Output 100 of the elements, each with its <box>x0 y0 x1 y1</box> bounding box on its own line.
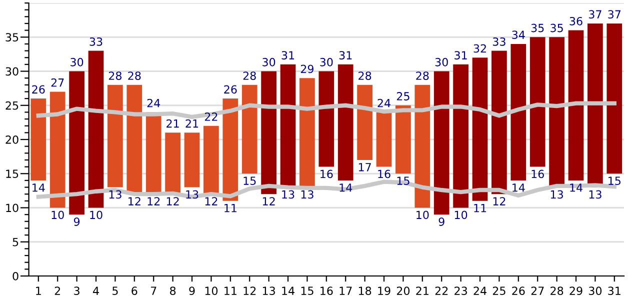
x-tick-label: 13 <box>262 286 275 296</box>
bar <box>357 84 372 160</box>
x-tick-label: 16 <box>320 286 333 296</box>
annotation: 26 <box>224 85 237 94</box>
annotation: 13 <box>109 190 122 199</box>
bar <box>530 37 546 167</box>
annotation: 10 <box>416 210 429 220</box>
x-tick-label: 28 <box>550 286 564 296</box>
x-tick-label: 6 <box>132 286 138 296</box>
annotation: 14 <box>570 184 582 192</box>
x-tick-label: 22 <box>435 286 448 295</box>
bar <box>184 132 200 188</box>
bar <box>222 98 238 201</box>
x-tick-label: 17 <box>340 286 352 295</box>
annotation: 28 <box>416 72 429 80</box>
y-tick-label: 10 <box>6 204 18 212</box>
annotation: 14 <box>512 184 525 192</box>
annotation: 22 <box>204 112 218 121</box>
annotation: 28 <box>358 72 372 80</box>
y-tick-label: 20 <box>6 135 18 144</box>
annotation: 10 <box>90 210 102 220</box>
annotation: 16 <box>378 170 390 178</box>
bar <box>510 44 526 180</box>
annotation: 34 <box>512 30 525 40</box>
bar <box>472 58 488 201</box>
annotation: 14 <box>340 184 352 192</box>
y-tick-label: 5 <box>12 238 18 246</box>
bar <box>242 84 258 174</box>
annotation: 36 <box>570 16 582 26</box>
x-tick-label: 1 <box>36 286 41 295</box>
annotation: 9 <box>74 218 80 226</box>
x-tick-label: 10 <box>205 286 218 296</box>
annotation: 9 <box>438 218 444 226</box>
annotation: 31 <box>454 51 467 60</box>
annotation: 11 <box>224 204 236 212</box>
x-tick-label: 4 <box>93 286 99 295</box>
annotation: 33 <box>492 37 506 46</box>
annotation: 12 <box>262 197 275 206</box>
bar <box>396 105 411 174</box>
x-tick-label: 29 <box>570 286 582 296</box>
x-tick-label: 7 <box>150 286 156 295</box>
annotation: 30 <box>262 58 276 66</box>
annotation: 24 <box>378 98 390 108</box>
y-tick-label: 15 <box>6 170 18 178</box>
annotation: 31 <box>339 51 352 60</box>
annotation: 11 <box>474 204 486 212</box>
bar <box>414 84 430 208</box>
bar <box>318 71 334 167</box>
bar <box>568 30 584 180</box>
bar <box>108 84 123 188</box>
x-tick-label: 5 <box>112 286 118 296</box>
bar <box>338 64 354 180</box>
x-tick-label: 12 <box>244 286 256 295</box>
annotation: 13 <box>186 190 198 199</box>
annotation: 10 <box>52 210 64 220</box>
annotation: 13 <box>301 190 314 199</box>
annotation: 35 <box>531 24 544 32</box>
x-tick-label: 24 <box>474 286 486 295</box>
y-tick-label: 30 <box>6 67 18 76</box>
x-tick-label: 18 <box>358 286 372 296</box>
annotation: 30 <box>435 58 448 66</box>
x-tick-label: 23 <box>454 286 467 296</box>
bar <box>376 112 392 167</box>
annotation: 26 <box>32 85 45 94</box>
annotation: 12 <box>493 197 506 206</box>
annotation: 30 <box>320 58 333 66</box>
annotation: 25 <box>396 92 410 100</box>
bar <box>88 50 104 208</box>
bar <box>606 23 622 174</box>
annotation: 30 <box>70 58 84 66</box>
annotation: 15 <box>608 176 620 186</box>
annotation: 12 <box>205 197 218 206</box>
annotation: 13 <box>550 190 563 199</box>
annotation: 37 <box>608 10 621 19</box>
bar <box>280 64 296 188</box>
annotation: 31 <box>282 51 294 60</box>
annotation: 29 <box>300 64 314 74</box>
x-tick-label: 25 <box>492 286 506 296</box>
bar <box>165 132 180 194</box>
annotation: 16 <box>532 170 544 178</box>
x-tick-label: 30 <box>588 286 602 296</box>
bar <box>300 78 315 188</box>
annotation: 28 <box>108 72 122 80</box>
annotation: 28 <box>128 72 141 80</box>
annotation: 17 <box>358 163 371 172</box>
annotation: 21 <box>186 119 198 128</box>
annotation: 12 <box>166 197 179 206</box>
x-tick-label: 11 <box>224 286 236 295</box>
x-tick-label: 14 <box>282 286 294 295</box>
annotation: 12 <box>128 197 140 206</box>
bar <box>50 92 66 208</box>
annotation: 13 <box>282 190 294 199</box>
bar <box>492 50 507 194</box>
bar <box>261 71 276 194</box>
annotation: 10 <box>454 210 468 220</box>
x-tick-label: 3 <box>74 286 80 296</box>
annotation: 24 <box>147 98 160 108</box>
annotation: 15 <box>397 176 410 186</box>
annotation: 14 <box>32 184 45 192</box>
y-tick-label: 35 <box>6 33 18 42</box>
